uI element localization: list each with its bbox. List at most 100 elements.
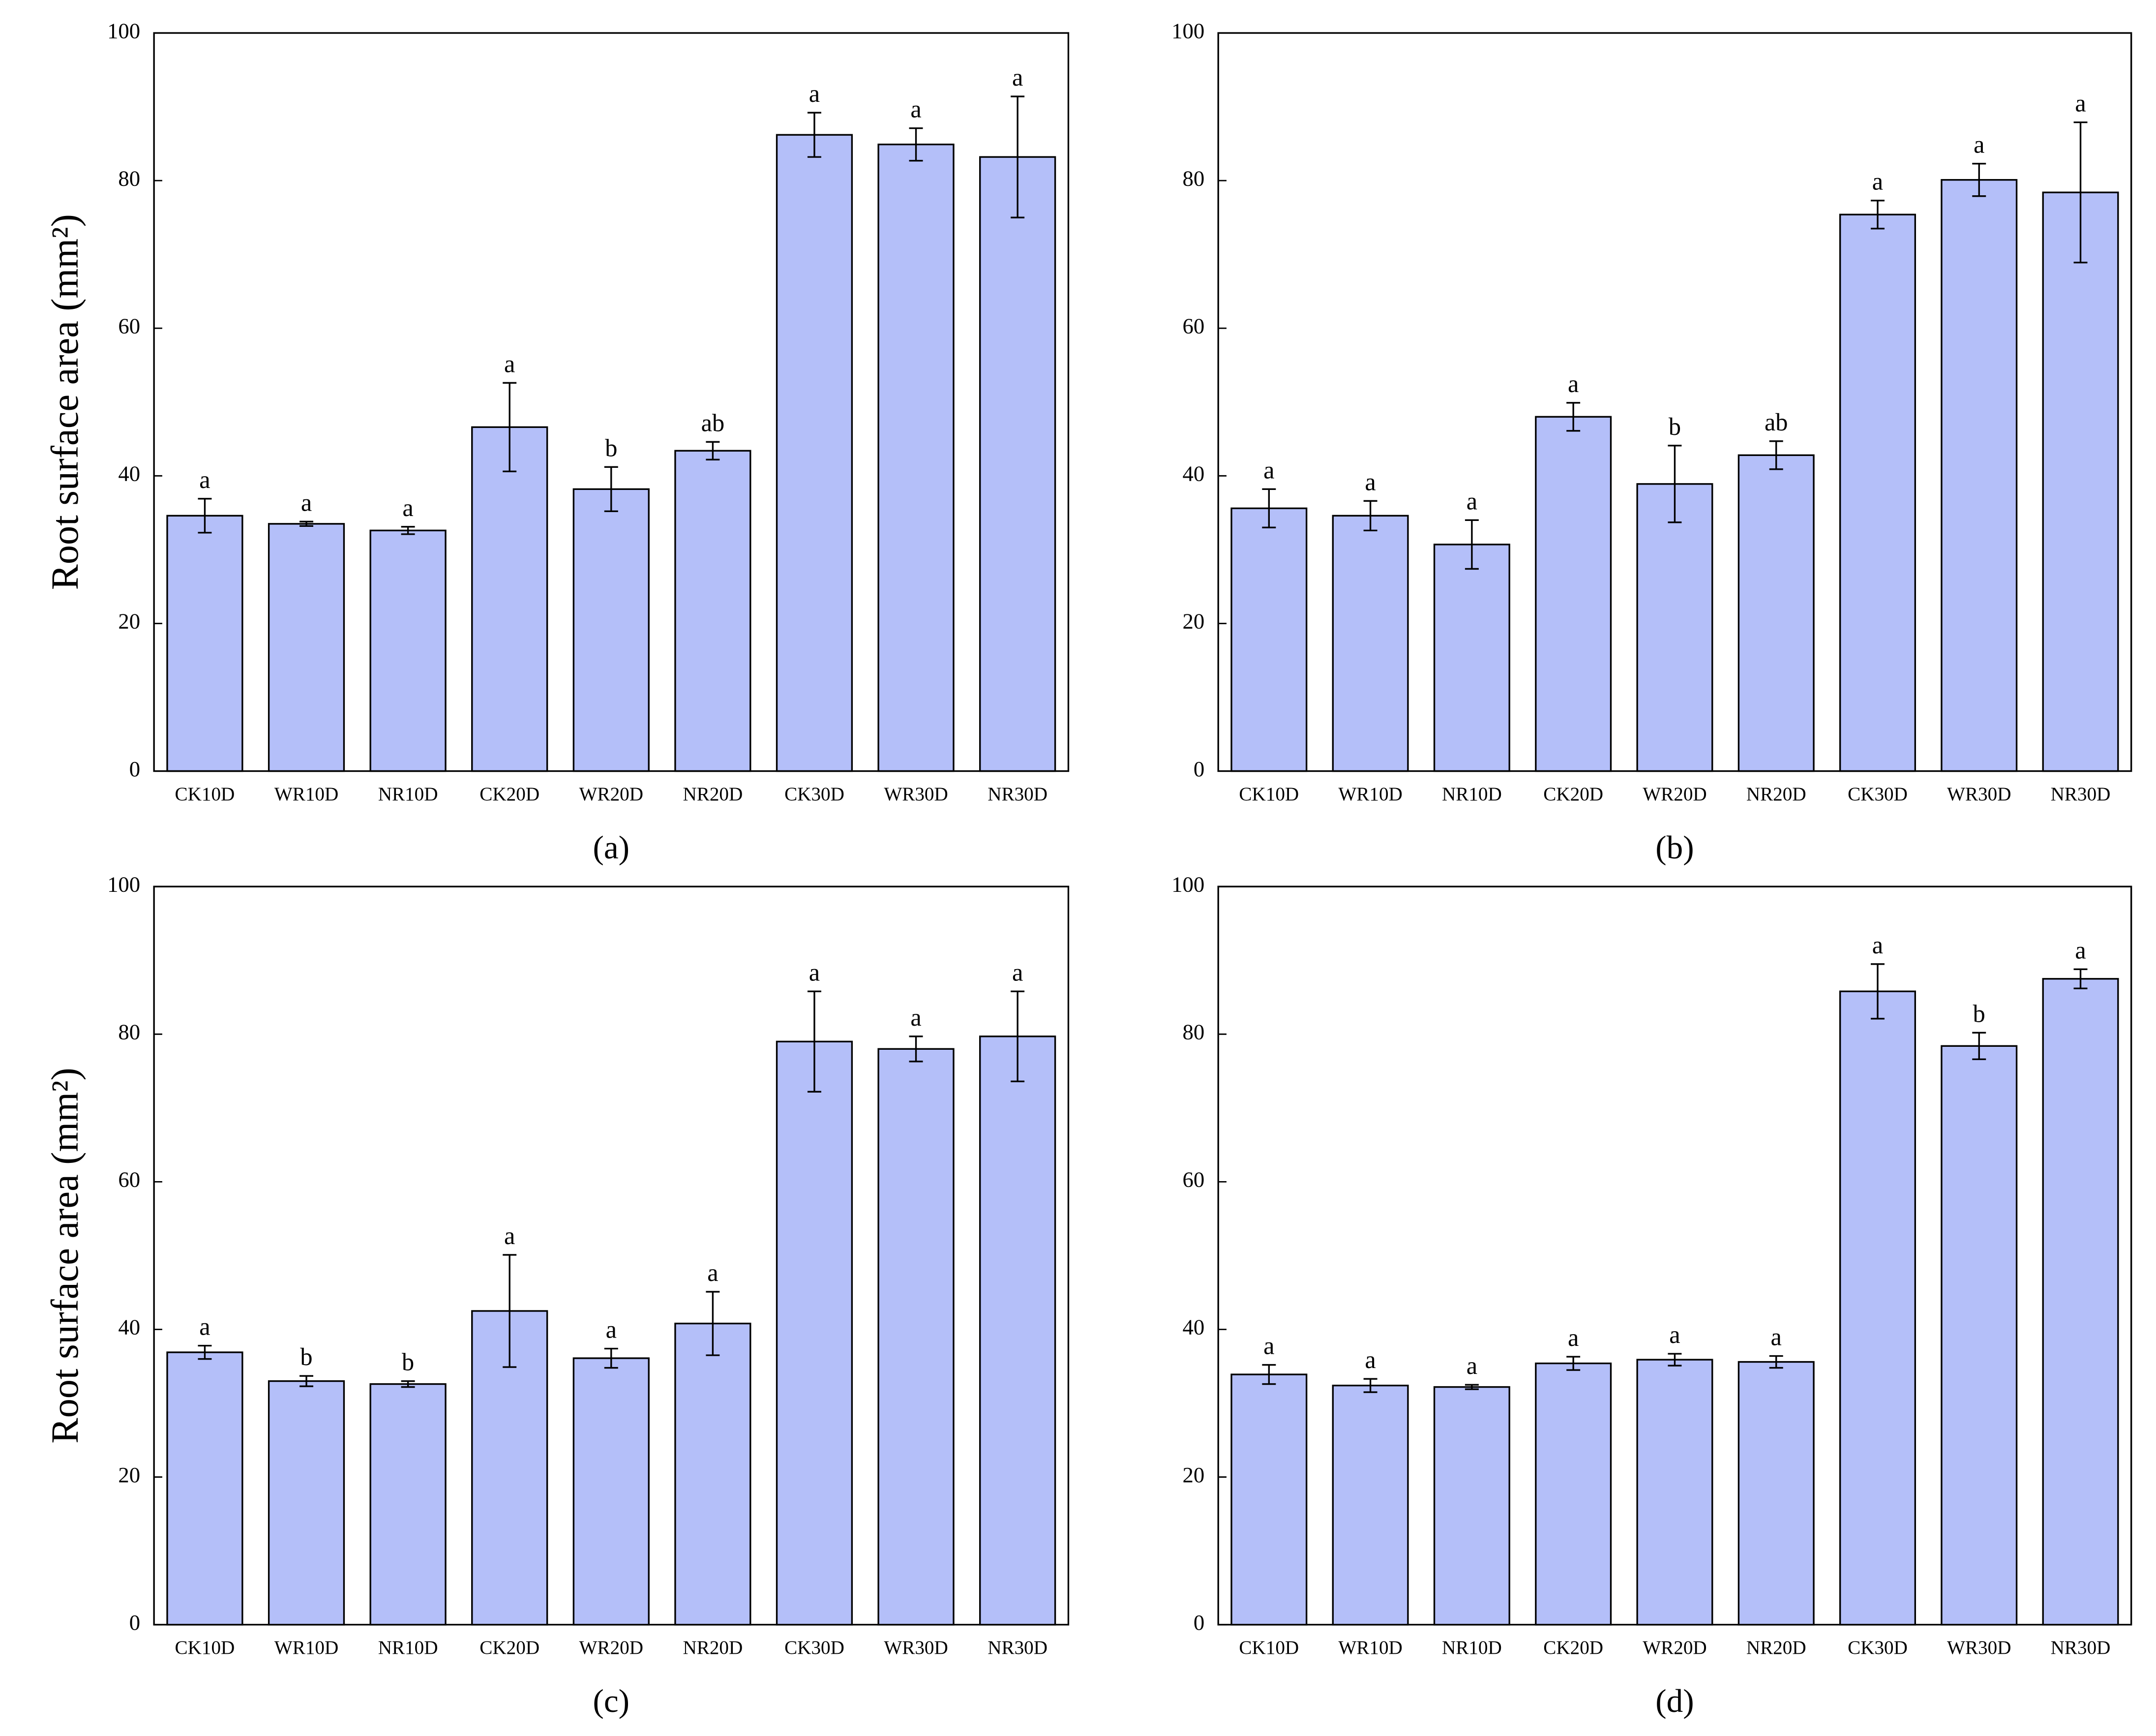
x-tick-label: NR30D bbox=[2051, 784, 2111, 805]
significance-letter: a bbox=[301, 488, 312, 516]
plot-frame bbox=[1217, 885, 2132, 1626]
error-bar bbox=[1465, 519, 1479, 570]
x-tick-label: WR10D bbox=[1338, 1637, 1402, 1658]
x-tick-label: WR10D bbox=[1338, 784, 1402, 805]
error-bar bbox=[807, 112, 821, 158]
x-tick-label: CK10D bbox=[1239, 784, 1299, 805]
significance-letter: b bbox=[1973, 1000, 1985, 1027]
x-tick-label: WR30D bbox=[1947, 1637, 2011, 1658]
x-tick-label: CK20D bbox=[1543, 784, 1603, 805]
significance-letter: a bbox=[2075, 936, 2086, 964]
x-tick-label: CK20D bbox=[479, 784, 539, 805]
bar bbox=[1941, 179, 2018, 772]
bar bbox=[1636, 483, 1713, 772]
significance-letter: b bbox=[1669, 413, 1681, 440]
y-tick-label: 60 bbox=[118, 314, 140, 338]
bar bbox=[268, 1380, 345, 1626]
error-bar bbox=[1871, 199, 1885, 230]
x-tick-label: NR10D bbox=[1442, 784, 1502, 805]
error-bar bbox=[1011, 990, 1025, 1083]
x-tick-label: WR10D bbox=[274, 784, 338, 805]
x-tick-label: WR30D bbox=[1947, 784, 2011, 805]
error-bar bbox=[909, 127, 923, 162]
significance-letter: a bbox=[809, 958, 820, 986]
significance-letter: a bbox=[910, 95, 921, 123]
error-bar bbox=[1363, 1378, 1377, 1393]
x-tick-label: CK20D bbox=[479, 1637, 539, 1658]
bar bbox=[166, 1351, 243, 1626]
x-tick-label: NR20D bbox=[683, 1637, 743, 1658]
x-tick-label: NR10D bbox=[378, 784, 438, 805]
bar bbox=[1433, 1386, 1510, 1626]
error-bar bbox=[1262, 488, 1276, 529]
error-bar bbox=[1668, 445, 1682, 523]
x-tick-label: NR30D bbox=[2051, 1637, 2111, 1658]
significance-letter: a bbox=[1974, 131, 1984, 158]
x-tick-label: WR30D bbox=[884, 784, 948, 805]
y-tick-label: 0 bbox=[1194, 1610, 1204, 1635]
significance-letter: b bbox=[402, 1348, 414, 1376]
y-tick-label: 40 bbox=[118, 461, 140, 486]
y-tick-label: 0 bbox=[129, 1610, 140, 1635]
significance-letter: a bbox=[402, 494, 413, 521]
plot-frame bbox=[153, 32, 1070, 772]
x-tick-label: NR10D bbox=[1442, 1637, 1502, 1658]
bar bbox=[1839, 213, 1916, 772]
x-tick-label: NR30D bbox=[988, 784, 1048, 805]
y-tick-label: 100 bbox=[1171, 18, 1204, 43]
x-tick-label: CK30D bbox=[1848, 784, 1908, 805]
error-bar bbox=[1972, 1032, 1986, 1061]
y-tick-label: 20 bbox=[1182, 609, 1204, 634]
error-bar bbox=[299, 1375, 314, 1387]
x-tick-label: CK10D bbox=[175, 1637, 235, 1658]
significance-letter: a bbox=[1467, 1352, 1477, 1379]
significance-letter: a bbox=[606, 1316, 617, 1343]
y-axis-title: Root surface area (mm²) bbox=[43, 214, 86, 590]
error-bar bbox=[909, 1036, 923, 1063]
y-tick-label: 100 bbox=[1171, 872, 1204, 896]
panel-caption: (b) bbox=[1655, 829, 1694, 866]
bar bbox=[1332, 1384, 1409, 1626]
y-tick-label: 80 bbox=[118, 1020, 140, 1044]
panel-caption: (a) bbox=[593, 829, 629, 866]
significance-letter: a bbox=[199, 466, 210, 493]
error-bar bbox=[1668, 1353, 1682, 1367]
significance-letter: a bbox=[1365, 468, 1376, 495]
significance-letter: a bbox=[1771, 1323, 1782, 1351]
y-axis-title: Root surface area (mm²) bbox=[43, 1067, 86, 1443]
y-tick-label: 40 bbox=[118, 1315, 140, 1340]
bar bbox=[1535, 1362, 1612, 1626]
error-bar bbox=[503, 382, 517, 473]
bar bbox=[2042, 191, 2119, 772]
bar bbox=[776, 134, 853, 772]
x-tick-label: NR10D bbox=[378, 1637, 438, 1658]
bar bbox=[471, 426, 548, 772]
significance-letter: b bbox=[300, 1343, 312, 1371]
y-tick-label: 60 bbox=[1182, 1167, 1204, 1192]
bar bbox=[2042, 978, 2119, 1626]
error-bar bbox=[706, 1291, 720, 1356]
error-bar bbox=[1566, 1356, 1581, 1371]
bar bbox=[877, 143, 955, 772]
significance-letter: a bbox=[1263, 1332, 1274, 1360]
significance-letter: a bbox=[2075, 90, 2086, 117]
error-bar bbox=[604, 466, 618, 513]
bar bbox=[979, 1036, 1056, 1626]
bar bbox=[572, 1357, 650, 1626]
significance-letter: a bbox=[1568, 1324, 1579, 1351]
bar bbox=[1737, 454, 1815, 772]
x-tick-label: WR20D bbox=[579, 1637, 643, 1658]
y-tick-label: 20 bbox=[1182, 1462, 1204, 1487]
significance-letter: a bbox=[1669, 1321, 1680, 1348]
x-tick-label: CK10D bbox=[175, 784, 235, 805]
bar bbox=[1737, 1361, 1815, 1626]
error-bar bbox=[1465, 1384, 1479, 1390]
panel-caption: (d) bbox=[1655, 1682, 1694, 1719]
y-tick-label: 80 bbox=[118, 166, 140, 190]
y-tick-label: 60 bbox=[118, 1167, 140, 1192]
x-tick-label: WR30D bbox=[884, 1637, 948, 1658]
bar bbox=[369, 1383, 447, 1626]
y-tick-label: 20 bbox=[118, 609, 140, 634]
bar bbox=[572, 488, 650, 772]
